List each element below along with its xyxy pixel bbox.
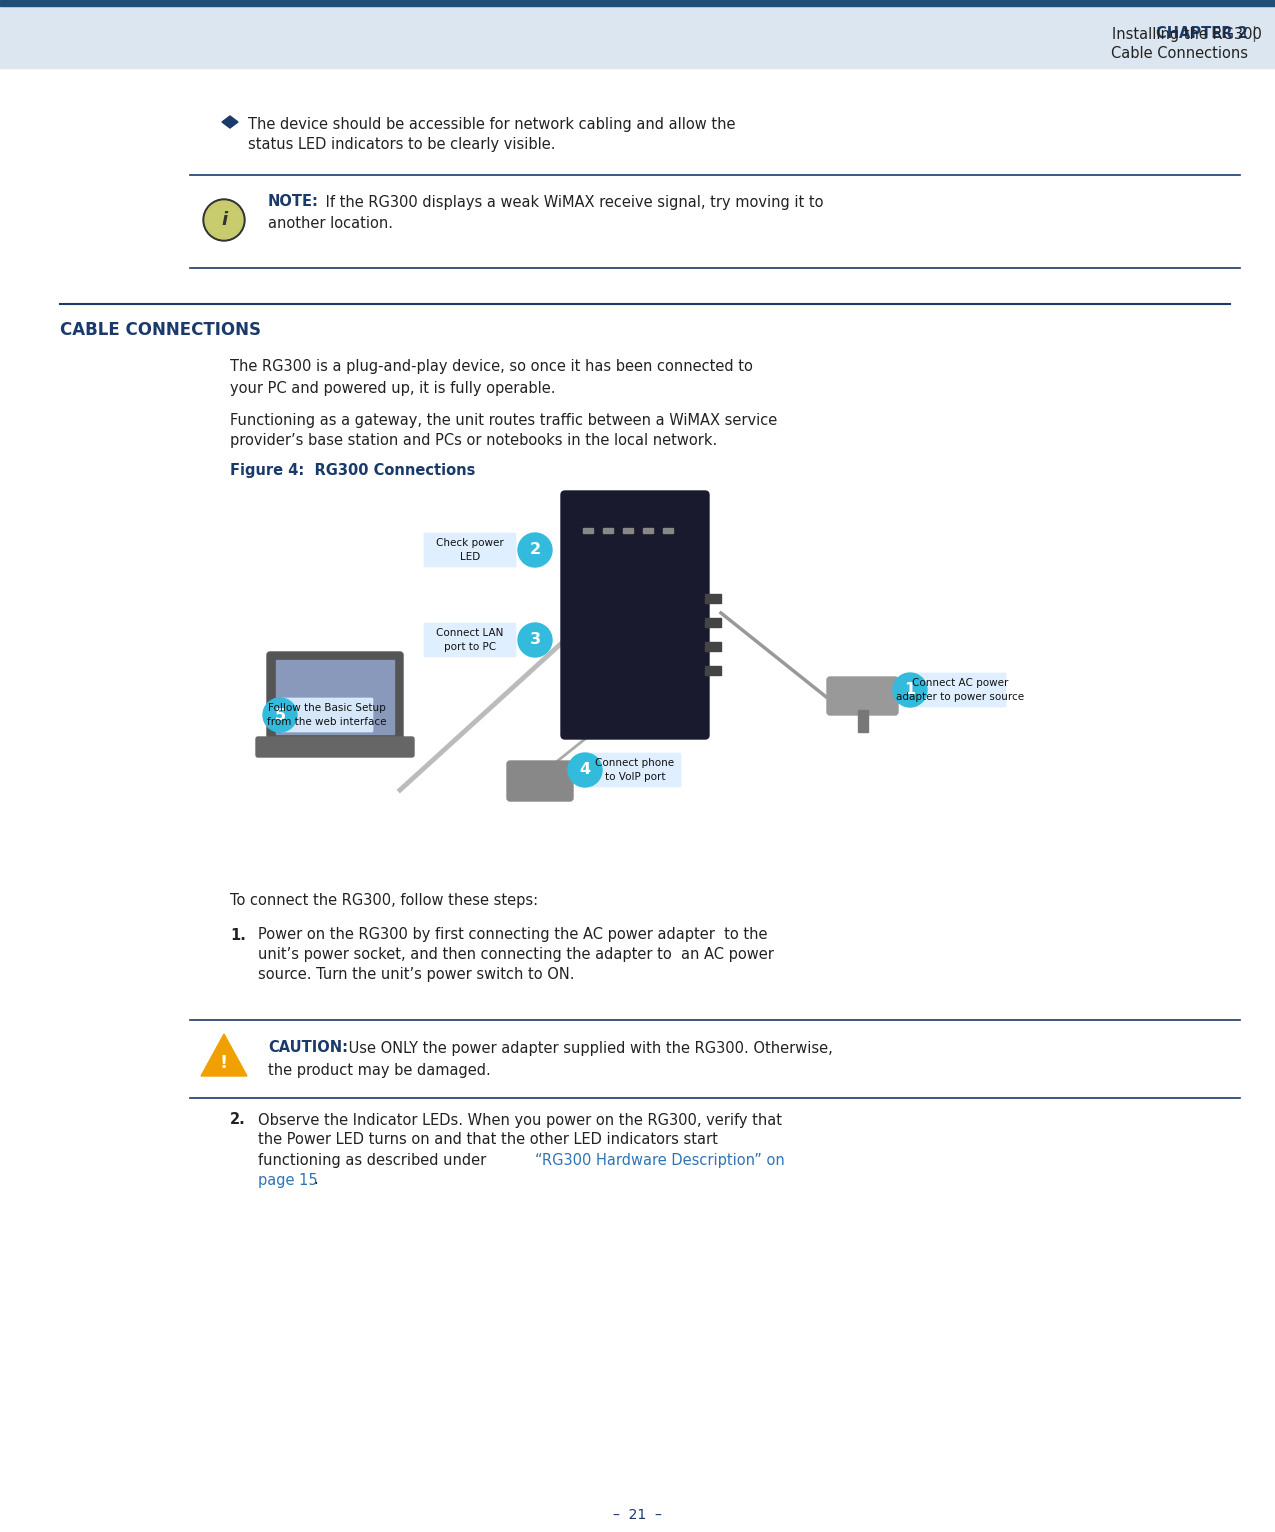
Text: The RG300 is a plug-and-play device, so once it has been connected to: The RG300 is a plug-and-play device, so … (230, 360, 752, 374)
Bar (0, 6, 1275, 67)
Bar (705, 594, 720, 604)
FancyBboxPatch shape (914, 673, 1006, 706)
Text: the Power LED turns on and that the other LED indicators start: the Power LED turns on and that the othe… (258, 1132, 718, 1147)
Text: CABLE CONNECTIONS: CABLE CONNECTIONS (60, 322, 261, 339)
Text: your PC and powered up, it is fully operable.: your PC and powered up, it is fully oper… (230, 380, 556, 395)
Text: 1.: 1. (230, 927, 246, 942)
Text: “RG300 Hardware Description” on: “RG300 Hardware Description” on (536, 1152, 784, 1167)
Text: another location.: another location. (268, 216, 393, 231)
Bar (623, 529, 632, 533)
Text: Cable Connections: Cable Connections (1111, 46, 1248, 61)
Text: Check power: Check power (436, 538, 504, 548)
Text: 2.: 2. (230, 1112, 246, 1128)
Text: source. Turn the unit’s power switch to ON.: source. Turn the unit’s power switch to … (258, 968, 575, 982)
Bar (0, 0, 1275, 6)
FancyBboxPatch shape (589, 754, 681, 787)
Text: LED: LED (460, 552, 481, 562)
Text: –  21  –: – 21 – (612, 1507, 662, 1521)
Text: the product may be damaged.: the product may be damaged. (268, 1063, 491, 1077)
Text: The device should be accessible for network cabling and allow the: The device should be accessible for netw… (249, 116, 736, 132)
Bar (603, 529, 613, 533)
FancyBboxPatch shape (280, 699, 374, 732)
Circle shape (518, 533, 552, 567)
Bar (705, 617, 720, 627)
Text: CAUTION:: CAUTION: (268, 1040, 348, 1056)
Text: provider’s base station and PCs or notebooks in the local network.: provider’s base station and PCs or noteb… (230, 434, 718, 449)
Text: Installing the RG300: Installing the RG300 (1112, 26, 1262, 41)
Circle shape (203, 199, 245, 241)
Text: Connect LAN: Connect LAN (436, 628, 504, 637)
Text: Follow the Basic Setup: Follow the Basic Setup (268, 703, 386, 712)
FancyBboxPatch shape (266, 653, 403, 743)
Text: |: | (1251, 26, 1256, 41)
Circle shape (518, 624, 552, 657)
FancyBboxPatch shape (827, 677, 898, 715)
Text: Connect phone: Connect phone (595, 758, 674, 768)
Text: status LED indicators to be clearly visible.: status LED indicators to be clearly visi… (249, 136, 556, 152)
Text: i: i (221, 211, 227, 228)
Bar (663, 529, 673, 533)
Bar (583, 529, 593, 533)
Bar (705, 642, 720, 651)
Text: Observe the Indicator LEDs. When you power on the RG300, verify that: Observe the Indicator LEDs. When you pow… (258, 1112, 782, 1128)
Text: Functioning as a gateway, the unit routes traffic between a WiMAX service: Functioning as a gateway, the unit route… (230, 412, 778, 427)
Circle shape (892, 673, 927, 706)
Text: port to PC: port to PC (444, 642, 496, 653)
Text: To connect the RG300, follow these steps:: To connect the RG300, follow these steps… (230, 893, 538, 907)
Text: 2: 2 (529, 542, 541, 558)
Text: Connect AC power: Connect AC power (912, 679, 1009, 688)
Text: !: ! (219, 1054, 228, 1072)
Text: Use ONLY the power adapter supplied with the RG300. Otherwise,: Use ONLY the power adapter supplied with… (344, 1040, 833, 1056)
FancyBboxPatch shape (425, 624, 516, 657)
Polygon shape (222, 116, 238, 129)
Text: to VoIP port: to VoIP port (604, 772, 666, 781)
Bar (858, 709, 868, 732)
FancyBboxPatch shape (507, 761, 572, 801)
Text: from the web interface: from the web interface (268, 717, 386, 728)
Text: If the RG300 displays a weak WiMAX receive signal, try moving it to: If the RG300 displays a weak WiMAX recei… (321, 195, 824, 210)
Text: 5: 5 (274, 708, 286, 723)
Bar (705, 666, 720, 676)
Text: Figure 4:  RG300 Connections: Figure 4: RG300 Connections (230, 463, 476, 478)
Text: 3: 3 (529, 633, 541, 648)
Text: CHAPTER 2: CHAPTER 2 (1156, 26, 1248, 41)
FancyBboxPatch shape (561, 490, 709, 738)
FancyBboxPatch shape (256, 737, 414, 757)
Text: 4: 4 (579, 763, 590, 778)
Text: NOTE:: NOTE: (268, 195, 319, 210)
Text: 1: 1 (904, 682, 915, 697)
Text: .: . (312, 1172, 317, 1187)
Bar (643, 529, 653, 533)
Circle shape (567, 754, 602, 787)
FancyBboxPatch shape (425, 533, 516, 567)
Text: functioning as described under: functioning as described under (258, 1152, 491, 1167)
Text: unit’s power socket, and then connecting the adapter to  an AC power: unit’s power socket, and then connecting… (258, 947, 774, 962)
Text: page 15: page 15 (258, 1172, 317, 1187)
Circle shape (205, 201, 244, 239)
Circle shape (263, 699, 297, 732)
Bar (275, 660, 394, 734)
Text: adapter to power source: adapter to power source (896, 692, 1024, 702)
Polygon shape (201, 1034, 247, 1075)
Text: Power on the RG300 by first connecting the AC power adapter  to the: Power on the RG300 by first connecting t… (258, 927, 768, 942)
